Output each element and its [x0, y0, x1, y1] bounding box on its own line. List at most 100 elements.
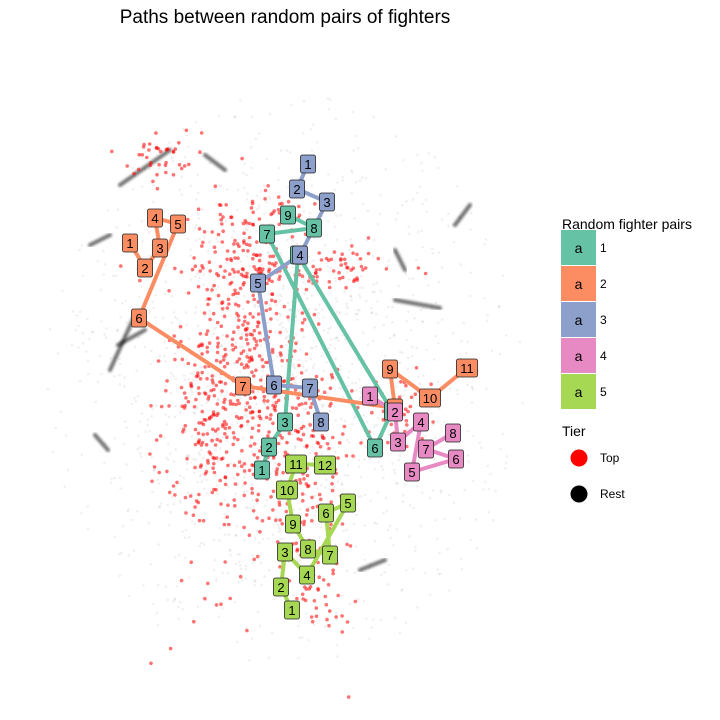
top-tier-point	[259, 378, 263, 382]
background-point	[214, 294, 218, 297]
path-node-text: 10	[423, 391, 437, 406]
background-point	[142, 584, 145, 587]
background-point	[197, 451, 201, 454]
background-point	[208, 309, 212, 313]
top-tier-point	[215, 272, 219, 276]
background-point	[114, 274, 118, 278]
top-tier-point	[270, 279, 274, 284]
background-point	[267, 195, 271, 199]
background-point	[192, 372, 196, 375]
path-node-label: 7	[302, 378, 318, 398]
top-tier-point	[210, 438, 214, 443]
background-point	[387, 563, 391, 567]
background-point	[238, 581, 241, 584]
background-point	[198, 453, 201, 457]
top-tier-point	[221, 229, 225, 233]
background-point	[245, 353, 249, 356]
background-point	[480, 446, 483, 450]
background-point	[287, 319, 291, 323]
background-point	[278, 166, 281, 170]
top-tier-point	[263, 197, 267, 201]
background-point	[239, 99, 242, 102]
background-point	[336, 480, 340, 483]
background-point	[155, 404, 158, 407]
path-node-label: 8	[300, 539, 316, 559]
top-tier-point	[180, 357, 185, 362]
background-point	[233, 412, 237, 415]
background-point	[170, 372, 173, 375]
background-point	[373, 326, 377, 329]
background-point	[202, 543, 206, 546]
background-point	[166, 598, 170, 602]
background-point	[196, 173, 199, 177]
background-point	[408, 277, 411, 280]
path-node-box	[367, 438, 383, 458]
background-point	[242, 171, 245, 175]
top-tier-point	[353, 599, 358, 604]
background-point	[339, 365, 343, 368]
background-point	[198, 349, 201, 353]
path-node-label: 8	[313, 412, 329, 432]
background-point	[388, 524, 392, 528]
path-node-box	[250, 273, 266, 293]
background-point	[334, 378, 337, 381]
background-point	[383, 571, 387, 574]
top-tier-point	[216, 232, 221, 237]
background-point	[169, 510, 172, 514]
path-node-label: 7	[322, 545, 338, 565]
background-point	[232, 229, 235, 233]
background-point	[191, 435, 194, 438]
path-node-box	[445, 423, 461, 443]
background-point	[363, 458, 367, 461]
path-node-text: 6	[135, 311, 142, 326]
top-tier-point	[252, 297, 256, 302]
background-point	[356, 308, 360, 312]
background-point	[220, 344, 223, 348]
top-tier-point	[206, 397, 210, 401]
background-point	[469, 271, 473, 275]
background-point	[121, 302, 124, 305]
path-node-label: 5	[404, 462, 420, 482]
top-tier-point	[344, 454, 349, 458]
top-tier-point	[299, 438, 303, 442]
background-point	[391, 305, 394, 309]
top-tier-point	[173, 357, 177, 362]
top-tier-point	[345, 620, 350, 624]
top-tier-point	[149, 404, 153, 408]
background-point	[387, 433, 391, 437]
top-tier-point	[173, 493, 177, 497]
top-tier-point	[315, 275, 319, 279]
background-point	[113, 535, 116, 539]
background-point	[185, 462, 189, 465]
background-point	[194, 121, 197, 124]
background-point	[327, 107, 331, 111]
top-tier-point	[125, 164, 129, 168]
top-tier-point	[239, 464, 244, 469]
legend-pair-key-glyph: a	[575, 348, 583, 364]
top-tier-point	[255, 324, 260, 329]
top-tier-point	[280, 522, 285, 526]
background-point	[212, 319, 215, 322]
top-tier-point	[247, 221, 252, 226]
background-point	[237, 328, 240, 332]
background-point	[393, 616, 397, 620]
top-tier-point	[190, 267, 195, 272]
top-tier-point	[239, 351, 244, 356]
background-point	[219, 376, 222, 379]
top-tier-point	[207, 341, 212, 345]
background-point	[418, 185, 422, 188]
top-tier-point	[241, 349, 246, 353]
legend-pair-label: 1	[600, 241, 607, 255]
background-point	[181, 127, 185, 131]
background-point	[144, 430, 147, 434]
background-point	[271, 533, 275, 536]
background-point	[239, 260, 243, 263]
top-tier-point	[348, 544, 353, 548]
background-point	[296, 559, 299, 562]
background-point	[440, 218, 444, 221]
background-point	[216, 240, 220, 244]
background-point	[206, 429, 209, 432]
background-point	[280, 295, 283, 298]
top-tier-point	[286, 199, 291, 204]
background-point	[263, 575, 266, 578]
